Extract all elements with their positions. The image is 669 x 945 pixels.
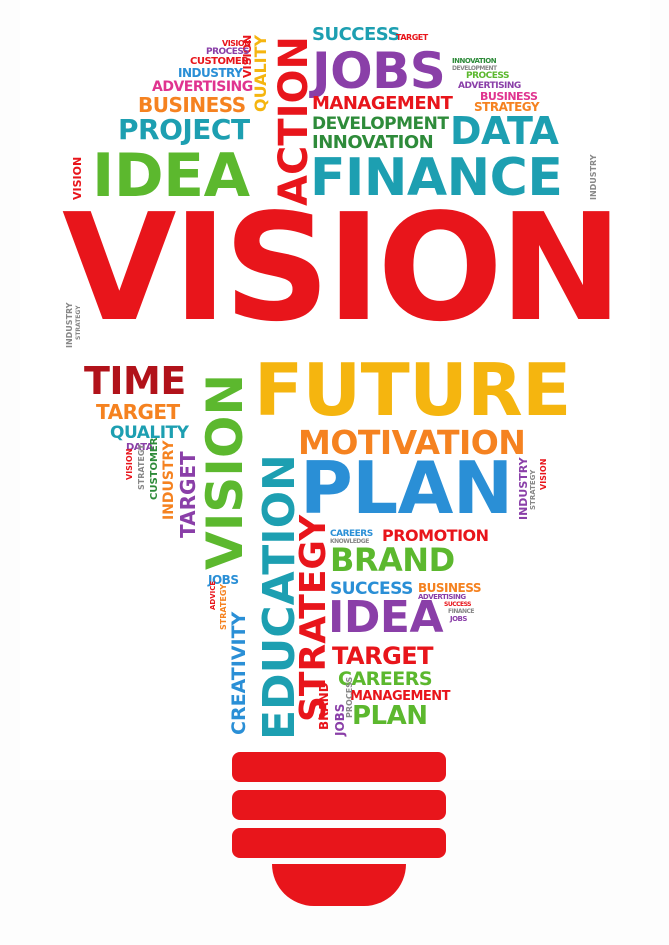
word-customer: CUSTOMER bbox=[190, 56, 249, 67]
word-idea-top: IDEA bbox=[92, 141, 250, 211]
word-data-mid: DATA bbox=[126, 442, 154, 453]
word-strategy-left-small: STRATEGY bbox=[219, 583, 228, 630]
word-strategy-vert-small: STRATEGY bbox=[137, 443, 146, 490]
word-innovation-small: INNOVATION bbox=[452, 57, 497, 65]
word-creativity: CREATIVITY bbox=[228, 611, 250, 735]
word-management-low: MANAGEMENT bbox=[350, 689, 451, 704]
word-brand-vert: BRAND bbox=[317, 682, 331, 730]
word-success-tiny: SUCCESS bbox=[444, 601, 471, 608]
bulb-base-band-2 bbox=[232, 790, 446, 820]
word-business-mid: BUSINESS bbox=[418, 581, 481, 595]
word-vision-main: VISION bbox=[62, 182, 623, 354]
bulb-shape bbox=[20, 0, 650, 780]
word-vision-vert-big: VISION bbox=[196, 373, 254, 570]
word-target-low: TARGET bbox=[332, 642, 434, 670]
word-industry: INDUSTRY bbox=[178, 66, 243, 80]
word-vision-tiny: VISION bbox=[222, 39, 251, 48]
word-strategy-side: STRATEGY bbox=[75, 305, 82, 340]
word-finance: FINANCE bbox=[310, 148, 563, 208]
word-jobs-left: JOBS bbox=[208, 573, 239, 587]
word-success-mid: SUCCESS bbox=[330, 579, 413, 599]
word-quality-mid: QUALITY bbox=[110, 423, 189, 443]
word-strategy-right-small: STRATEGY bbox=[529, 469, 537, 510]
word-target: TARGET bbox=[396, 33, 428, 42]
word-advice: ADVICE bbox=[209, 580, 217, 610]
word-success: SUCCESS bbox=[312, 24, 400, 45]
word-plan-big: PLAN bbox=[300, 446, 513, 530]
word-finance-tiny: FINANCE bbox=[448, 608, 475, 615]
word-management: MANAGEMENT bbox=[312, 93, 453, 114]
word-plan-low: PLAN bbox=[352, 701, 428, 731]
word-process-vert: PROCESS bbox=[345, 676, 354, 718]
word-action: ACTION bbox=[271, 36, 317, 206]
word-business: BUSINESS bbox=[480, 90, 538, 103]
bulb-base-band-1 bbox=[232, 752, 446, 782]
word-promotion: PROMOTION bbox=[382, 526, 489, 545]
word-strategy: STRATEGY bbox=[474, 100, 540, 114]
word-industry-side: INDUSTRY bbox=[65, 302, 74, 348]
word-idea-low: IDEA bbox=[328, 592, 444, 643]
word-process-left: PROCESS bbox=[206, 47, 250, 57]
word-industry-vert: INDUSTRY bbox=[161, 440, 177, 520]
word-time: TIME bbox=[84, 359, 186, 403]
bulb-base-tip bbox=[272, 864, 406, 906]
word-careers-small: CAREERS bbox=[330, 529, 373, 539]
bulb-base-band-3 bbox=[232, 828, 446, 858]
word-process: PROCESS bbox=[466, 71, 510, 81]
word-data: DATA bbox=[450, 109, 559, 153]
word-target-mid: TARGET bbox=[96, 400, 180, 424]
word-jobs-tiny: JOBS bbox=[450, 615, 467, 623]
word-project: PROJECT bbox=[118, 113, 250, 146]
word-advertising-small: ADVERTISING bbox=[418, 593, 466, 601]
word-development: DEVELOPMENT bbox=[312, 114, 449, 134]
word-target-vert: TARGET bbox=[176, 451, 200, 538]
word-careers-low: CAREERS bbox=[338, 668, 433, 690]
word-brand: BRAND bbox=[330, 541, 455, 579]
word-customer-vert: CUSTOMER bbox=[149, 437, 160, 500]
word-motivation: MOTIVATION bbox=[298, 423, 526, 462]
word-business-left: BUSINESS bbox=[138, 93, 246, 117]
word-vision-vert-small: VISION bbox=[125, 448, 134, 480]
word-innovation: INNOVATION bbox=[312, 132, 434, 153]
word-future: FUTURE bbox=[254, 348, 571, 432]
word-advertising: ADVERTISING bbox=[458, 81, 521, 91]
word-advertising-left: ADVERTISING bbox=[152, 79, 253, 95]
word-vision-right-small: VISION bbox=[539, 458, 548, 490]
word-industry-right-small: INDUSTRY bbox=[517, 457, 530, 520]
word-quality-vert: QUALITY bbox=[251, 34, 270, 112]
word-development-small: DEVELOPMENT bbox=[452, 65, 497, 72]
word-jobs: JOBS bbox=[312, 42, 446, 100]
word-knowledge: KNOWLEDGE bbox=[330, 538, 369, 545]
